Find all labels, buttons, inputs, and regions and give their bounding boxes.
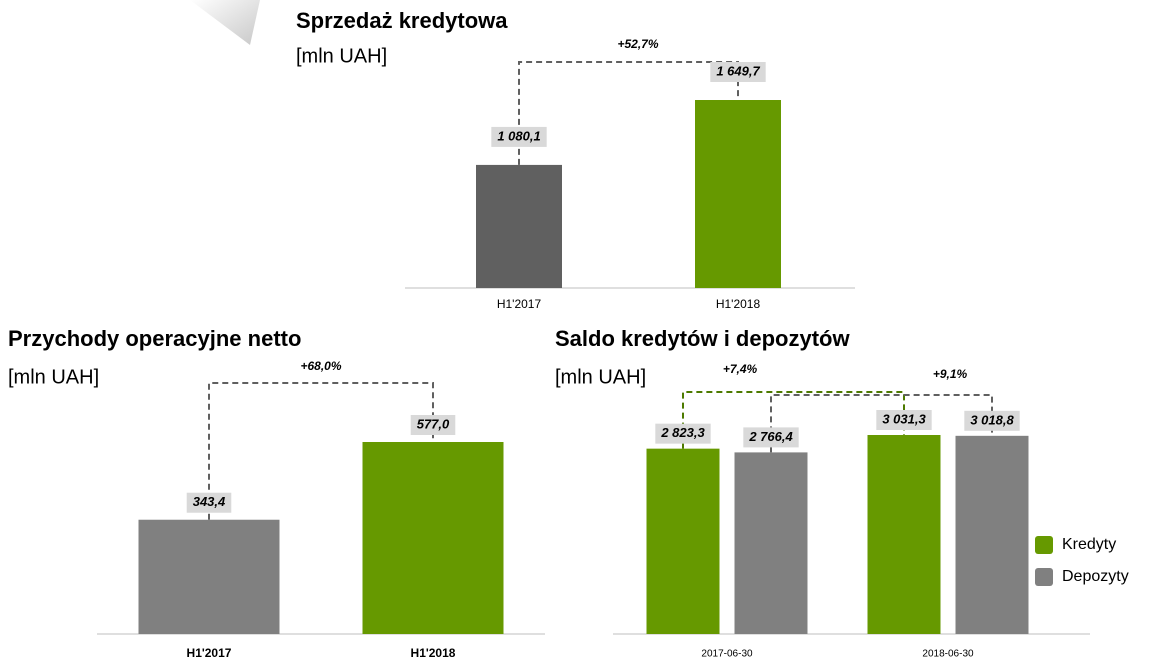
bar <box>138 519 280 634</box>
value-label: 577,0 <box>417 416 450 431</box>
bar <box>734 452 808 634</box>
bar <box>867 435 941 634</box>
value-label-bg <box>710 62 766 82</box>
change-annotation: +68,0% <box>300 359 341 373</box>
value-label: 2 823,3 <box>660 425 705 440</box>
value-label-bg <box>743 427 799 448</box>
chart-title: Sprzedaż kredytowa <box>296 8 508 33</box>
change-annotation: +52,7% <box>617 37 658 51</box>
x-tick-label: 2017-06-30 <box>701 649 753 659</box>
bar <box>646 448 720 634</box>
change-annotation: +7,4% <box>723 362 758 376</box>
legend-swatch <box>1035 568 1053 586</box>
value-label-bg <box>491 126 547 147</box>
value-label-bg <box>186 492 232 513</box>
legend-swatch <box>1035 536 1053 554</box>
value-label: 1 080,1 <box>497 128 540 143</box>
x-tick-label: H1'2018 <box>716 297 761 311</box>
value-label: 3 031,3 <box>882 411 926 426</box>
chart-subtitle: [mln UAH] <box>555 366 646 388</box>
chart-title: Saldo kredytów i depozytów <box>555 326 850 351</box>
bar <box>362 442 504 634</box>
value-label: 2 766,4 <box>748 429 793 444</box>
value-label-bg <box>964 410 1020 431</box>
legend-label: Kredyty <box>1062 536 1116 553</box>
value-label: 343,4 <box>193 494 226 509</box>
x-tick-label: H1'2017 <box>187 646 232 659</box>
legend-label: Depozyty <box>1062 568 1129 585</box>
chart-subtitle: [mln UAH] <box>8 366 99 388</box>
x-tick-label: H1'2017 <box>497 297 542 311</box>
bar <box>695 100 781 288</box>
decoration <box>190 0 260 45</box>
value-label-bg <box>876 410 932 430</box>
value-label-bg <box>410 415 456 435</box>
bar <box>955 435 1029 634</box>
value-label-bg <box>655 423 711 444</box>
bar <box>476 164 562 288</box>
chart-title: Przychody operacyjne netto <box>8 326 301 351</box>
change-bracket <box>208 382 434 520</box>
change-annotation: +9,1% <box>933 367 968 381</box>
x-tick-label: 2018-06-30 <box>922 649 974 659</box>
chart-subtitle: [mln UAH] <box>296 45 387 67</box>
x-tick-label: H1'2018 <box>411 646 456 659</box>
value-label: 3 018,8 <box>970 412 1014 427</box>
value-label: 1 649,7 <box>716 63 760 78</box>
